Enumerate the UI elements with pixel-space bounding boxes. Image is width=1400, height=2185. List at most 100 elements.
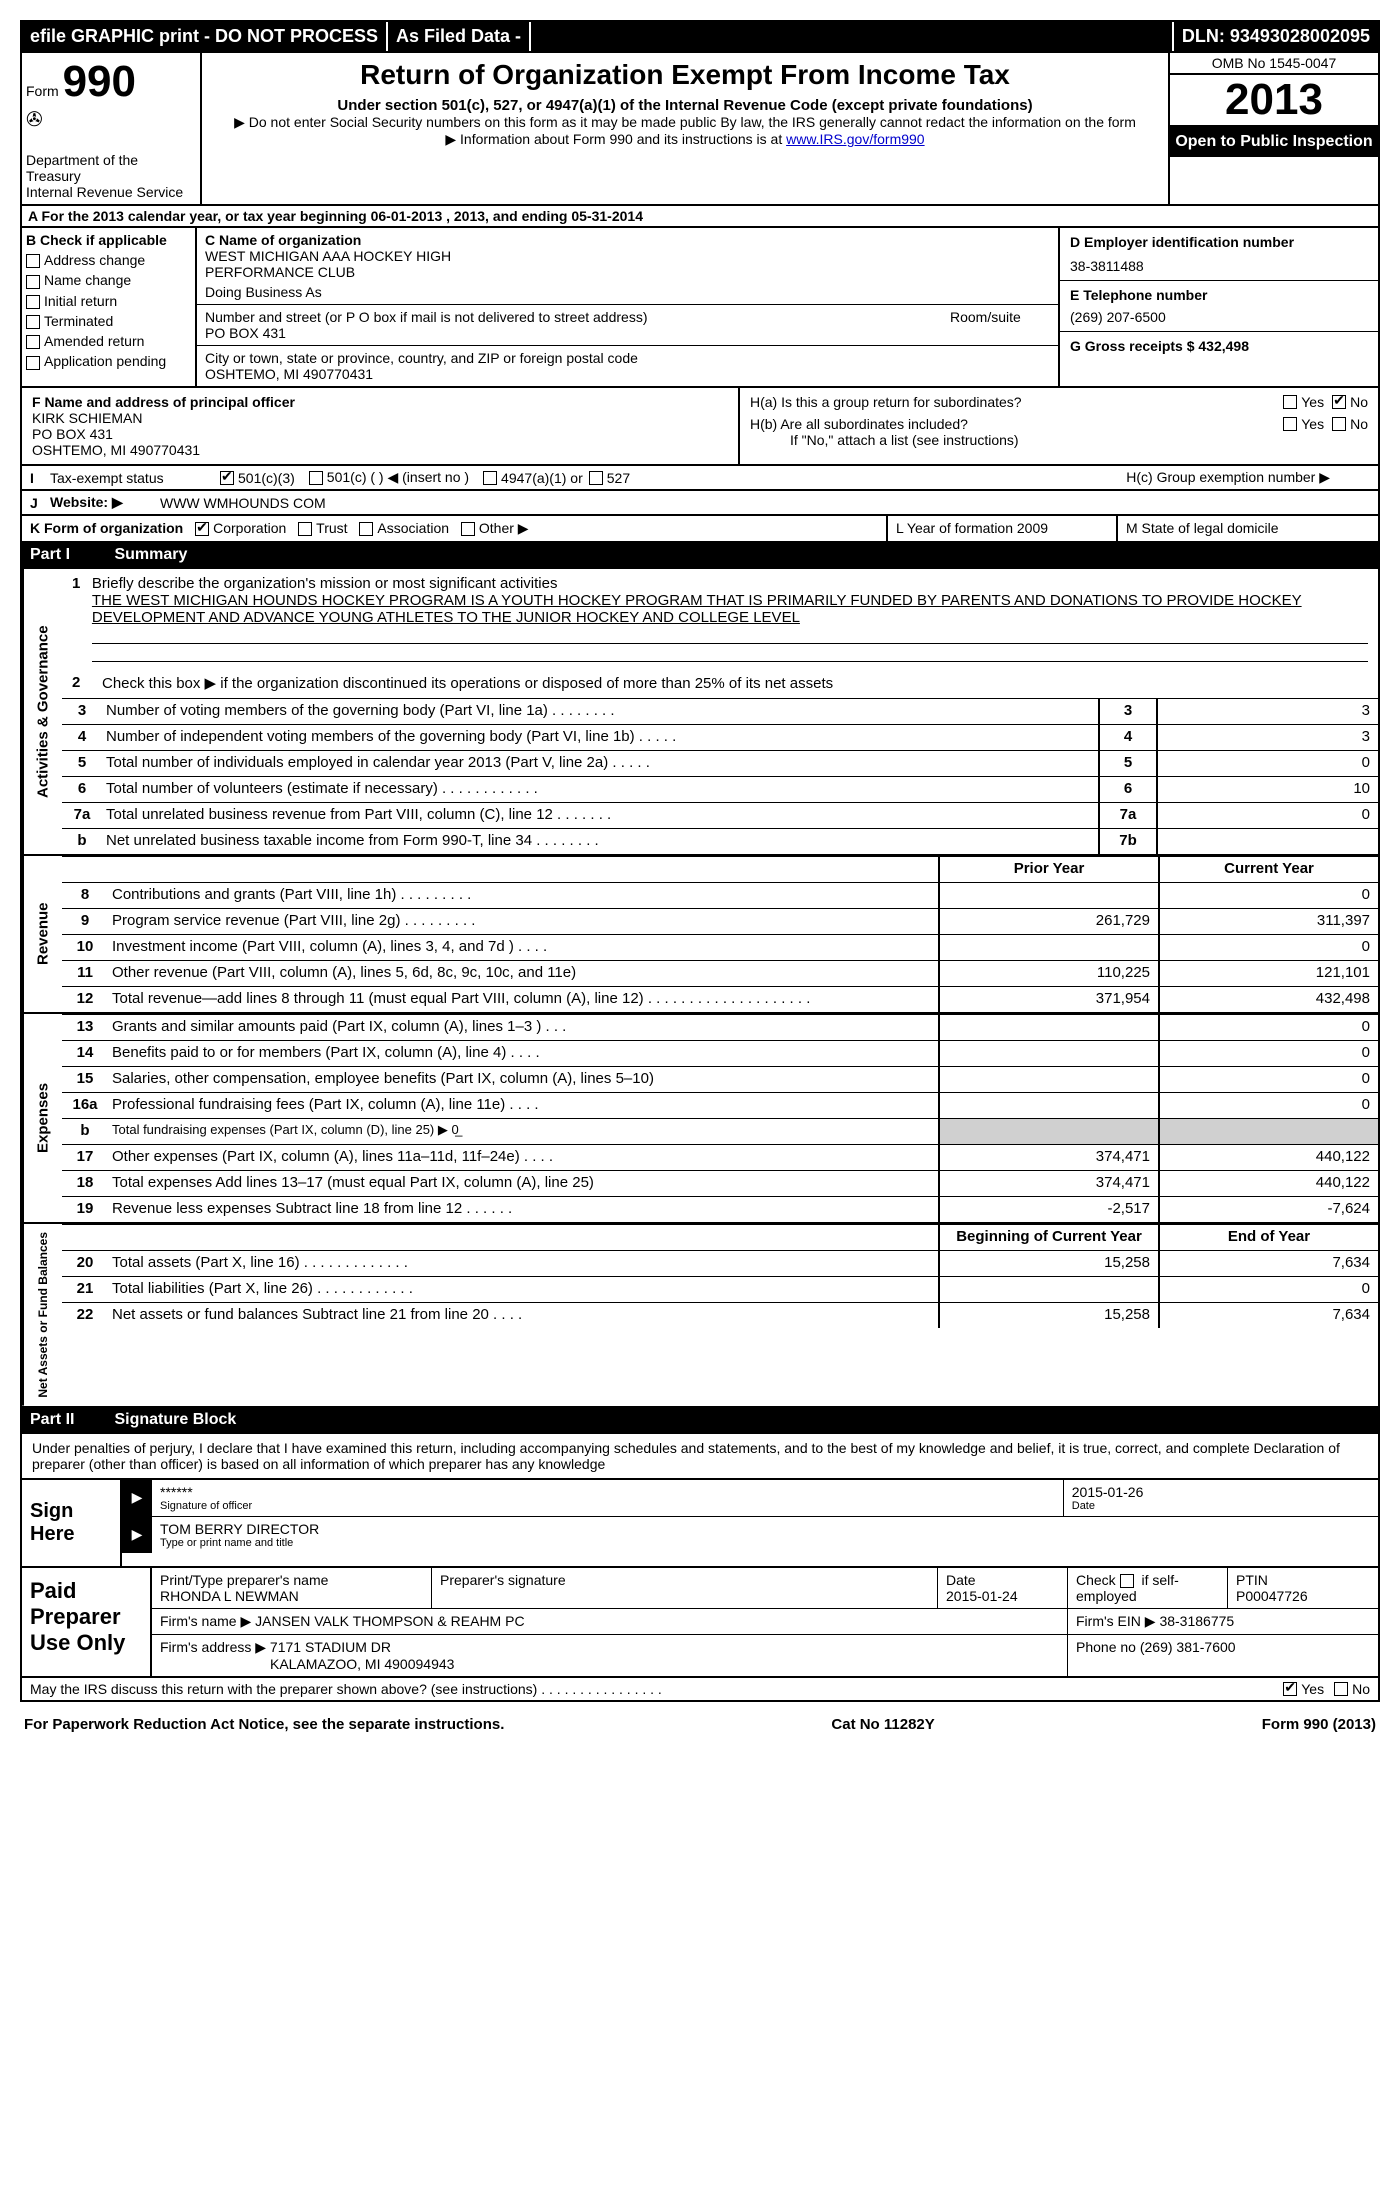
k-label: K Form of organization — [30, 520, 183, 536]
row-j-label: J — [30, 495, 50, 511]
opt-4947: 4947(a)(1) or — [501, 470, 583, 486]
city-label: City or town, state or province, country… — [205, 350, 1050, 366]
dept-label: Department of the Treasury — [26, 152, 196, 184]
tax-status-text: Tax-exempt status — [50, 470, 220, 486]
arrow-icon: ▶ — [122, 1480, 152, 1516]
end-year-label: End of Year — [1158, 1225, 1378, 1250]
form-head-left: Form 990 ✇ Department of the Treasury In… — [22, 53, 202, 204]
hc-label: H(c) Group exemption number ▶ — [630, 469, 1370, 486]
form-number: 990 — [63, 57, 136, 106]
footer-left: For Paperwork Reduction Act Notice, see … — [24, 1716, 504, 1733]
expense-row: 16aProfessional fundraising fees (Part I… — [62, 1092, 1378, 1118]
opt-527: 527 — [607, 470, 630, 486]
netassets-row: 20Total assets (Part X, line 16) . . . .… — [62, 1250, 1378, 1276]
preparer-name: RHONDA L NEWMAN — [160, 1588, 423, 1604]
irs-label: Internal Revenue Service — [26, 184, 196, 200]
revenue-side-label: Revenue — [22, 856, 62, 1012]
form-subtitle-2: ▶ Do not enter Social Security numbers o… — [210, 114, 1160, 131]
row-a: A For the 2013 calendar year, or tax yea… — [20, 206, 1380, 228]
form-990-page: efile GRAPHIC print - DO NOT PROCESS As … — [20, 20, 1380, 1733]
expense-row: bTotal fundraising expenses (Part IX, co… — [62, 1118, 1378, 1144]
org-name-label: C Name of organization — [205, 232, 1050, 248]
tel-block: E Telephone number (269) 207-6500 — [1060, 281, 1378, 332]
governance-row: 5Total number of individuals employed in… — [62, 750, 1378, 776]
sign-right: ▶ ****** Signature of officer 2015-01-26… — [122, 1480, 1378, 1566]
paid-preparer-label: Paid Preparer Use Only — [22, 1568, 152, 1676]
arrow-icon: ▶ — [122, 1517, 152, 1553]
opt-501c3: 501(c)(3) — [238, 470, 295, 486]
governance-side-label: Activities & Governance — [22, 569, 62, 854]
q1-text: Briefly describe the organization's miss… — [92, 575, 1368, 592]
expenses-content: 13Grants and similar amounts paid (Part … — [62, 1014, 1378, 1222]
col-b-title: B Check if applicable — [26, 232, 191, 248]
chk-amended: Amended return — [26, 333, 191, 349]
street-value: PO BOX 431 — [205, 325, 1050, 341]
governance-row: 6Total number of volunteers (estimate if… — [62, 776, 1378, 802]
chk-name: Name change — [26, 272, 191, 288]
name-cell: TOM BERRY DIRECTOR Type or print name an… — [152, 1517, 1378, 1553]
row-l: L Year of formation 2009 — [888, 516, 1118, 541]
expenses-side-label: Expenses — [22, 1014, 62, 1222]
hb-no: No — [1350, 416, 1368, 432]
dba-label: Doing Business As — [205, 284, 1050, 300]
signature-cell: ****** Signature of officer — [152, 1480, 1064, 1516]
part2-label: Part II — [30, 1411, 110, 1429]
col-d: D Employer identification number 38-3811… — [1058, 228, 1378, 386]
firm-name: JANSEN VALK THOMPSON & REAHM PC — [255, 1613, 524, 1629]
firm-phone: Phone no (269) 381-7600 — [1068, 1635, 1378, 1676]
governance-row: 3Number of voting members of the governi… — [62, 698, 1378, 724]
row-j: J Website: ▶ WWW WMHOUNDS COM — [20, 491, 1380, 516]
q1: 1 Briefly describe the organization's mi… — [62, 569, 1378, 668]
hb-yes: Yes — [1301, 416, 1324, 432]
omb-label: OMB No 1545-0047 — [1170, 53, 1378, 75]
governance-content: 1 Briefly describe the organization's mi… — [62, 569, 1378, 854]
row-i: I Tax-exempt status 501(c)(3) 501(c) ( )… — [20, 466, 1380, 491]
revenue-row: 12Total revenue—add lines 8 through 11 (… — [62, 986, 1378, 1012]
date-cell: 2015-01-26 Date — [1064, 1480, 1378, 1516]
prior-year-label: Prior Year — [938, 857, 1158, 882]
expenses-block: Expenses 13Grants and similar amounts pa… — [20, 1014, 1380, 1224]
revenue-row: 9Program service revenue (Part VIII, lin… — [62, 908, 1378, 934]
ptin-value: P00047726 — [1236, 1588, 1370, 1604]
q2-text: Check this box ▶ if the organization dis… — [102, 674, 833, 692]
gross-block: G Gross receipts $ 432,498 — [1060, 332, 1378, 360]
org-name-block: C Name of organization WEST MICHIGAN AAA… — [197, 228, 1058, 305]
q2: 2 Check this box ▶ if the organization d… — [62, 668, 1378, 698]
footer-mid: Cat No 11282Y — [831, 1716, 934, 1733]
q1-value: THE WEST MICHIGAN HOUNDS HOCKEY PROGRAM … — [92, 592, 1368, 626]
expense-row: 19Revenue less expenses Subtract line 18… — [62, 1196, 1378, 1222]
prep-row-1: Print/Type preparer's name RHONDA L NEWM… — [152, 1568, 1378, 1609]
chk-pending: Application pending — [26, 353, 191, 369]
revenue-content: Prior Year Current Year 8Contributions a… — [62, 856, 1378, 1012]
website-value: WWW WMHOUNDS COM — [160, 495, 326, 511]
as-filed-label: As Filed Data - — [388, 22, 531, 51]
sign-here-label: Sign Here — [22, 1480, 122, 1566]
efile-label: efile GRAPHIC print - DO NOT PROCESS — [22, 22, 388, 51]
street-block: Number and street (or P O box if mail is… — [197, 305, 1058, 346]
irs-link[interactable]: www.IRS.gov/form990 — [786, 131, 925, 147]
discuss-row: May the IRS discuss this return with the… — [20, 1678, 1380, 1702]
form-head-center: Return of Organization Exempt From Incom… — [202, 53, 1168, 204]
chk-terminated: Terminated — [26, 313, 191, 329]
row-klm: K Form of organization Corporation Trust… — [20, 516, 1380, 543]
footer-right: Form 990 (2013) — [1262, 1716, 1376, 1733]
discuss-text: May the IRS discuss this return with the… — [30, 1681, 1283, 1697]
netassets-row: 22Net assets or fund balances Subtract l… — [62, 1302, 1378, 1328]
firm-addr2: KALAMAZOO, MI 490094943 — [160, 1656, 1059, 1672]
current-year-label: Current Year — [1158, 857, 1378, 882]
ha-no: No — [1350, 394, 1368, 410]
ein-label: D Employer identification number — [1070, 234, 1368, 250]
ein-block: D Employer identification number 38-3811… — [1060, 228, 1378, 281]
part2-title: Signature Block — [114, 1411, 236, 1428]
chk-initial: Initial return — [26, 293, 191, 309]
city-value: OSHTEMO, MI 490770431 — [205, 366, 1050, 382]
governance-block: Activities & Governance 1 Briefly descri… — [20, 569, 1380, 856]
discuss-no: No — [1352, 1681, 1370, 1697]
gross-value: G Gross receipts $ 432,498 — [1070, 338, 1368, 354]
section-bcdefg: B Check if applicable Address change Nam… — [20, 228, 1380, 388]
sig-line-2: ▶ TOM BERRY DIRECTOR Type or print name … — [122, 1517, 1378, 1553]
expense-row: 18Total expenses Add lines 13–17 (must e… — [62, 1170, 1378, 1196]
col-c: C Name of organization WEST MICHIGAN AAA… — [197, 228, 1058, 386]
website-label: Website: ▶ — [50, 494, 160, 511]
revenue-head: Prior Year Current Year — [62, 856, 1378, 882]
